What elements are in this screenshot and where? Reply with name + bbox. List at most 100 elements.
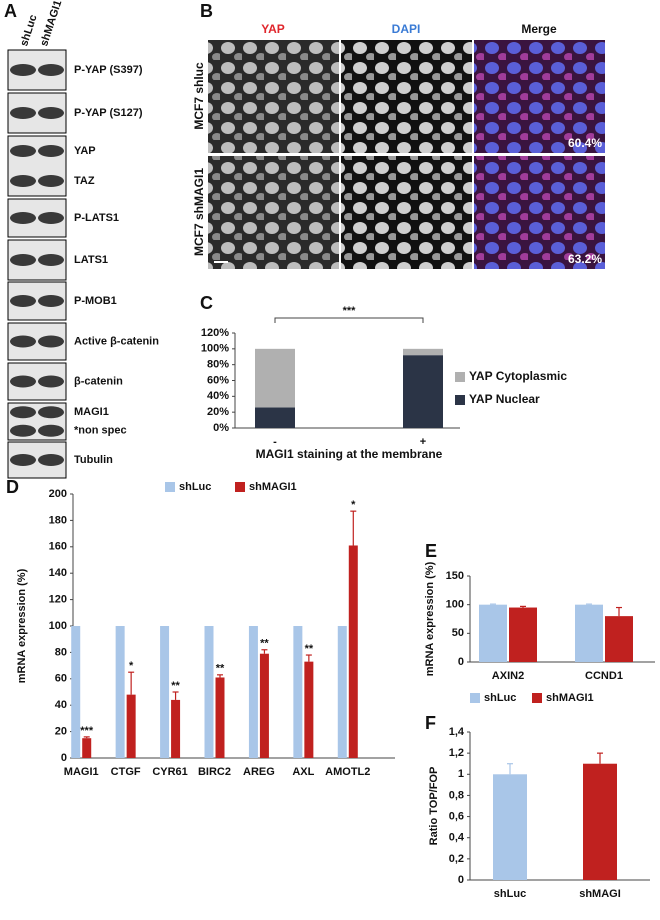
- bar: [509, 607, 537, 662]
- y-tick-label: 100: [446, 599, 464, 611]
- panel-letter: E: [425, 541, 437, 561]
- y-tick-label: 60: [55, 673, 67, 685]
- band: [38, 175, 64, 187]
- bar: [583, 763, 617, 880]
- legend-label: YAP Cytoplasmic: [469, 369, 567, 383]
- band: [38, 212, 64, 224]
- legend-swatch: [235, 482, 245, 492]
- significance: **: [216, 663, 225, 675]
- band: [38, 145, 64, 157]
- band: [38, 107, 64, 119]
- y-tick-label: 120: [49, 594, 67, 606]
- blot-label: P-MOB1: [74, 295, 117, 307]
- y-tick-label: 180: [49, 514, 67, 526]
- panel-letter: A: [4, 1, 17, 21]
- band: [10, 212, 36, 224]
- y-tick-label: 0%: [213, 422, 229, 434]
- x-tick-label: CTGF: [111, 766, 141, 778]
- band: [10, 145, 36, 157]
- bar-segment: [403, 355, 443, 428]
- band: [38, 335, 64, 348]
- x-tick-label: AREG: [243, 766, 275, 778]
- percentage: 60.4%: [568, 136, 602, 150]
- band: [10, 335, 36, 348]
- band: [10, 375, 36, 388]
- legend-swatch: [455, 395, 465, 405]
- bar: [575, 604, 603, 662]
- x-tick-label: AMOTL2: [325, 766, 370, 778]
- blot-label: β-catenin: [74, 375, 123, 387]
- y-tick-label: 150: [446, 570, 464, 582]
- x-tick-label: AXL: [292, 766, 314, 778]
- y-tick-label: 1,2: [449, 747, 464, 759]
- y-axis-label: mRNA expression (%): [16, 568, 28, 683]
- band: [10, 254, 36, 266]
- significance: ***: [80, 725, 94, 737]
- x-tick-label: shMAGI: [579, 888, 621, 900]
- y-tick-label: 0: [458, 656, 464, 668]
- band: [10, 295, 36, 307]
- band: [10, 64, 36, 76]
- x-tick-label: +: [420, 436, 426, 448]
- bar: [126, 694, 136, 758]
- bar: [248, 626, 258, 758]
- bar-segment: [255, 348, 295, 408]
- column-label: DAPI: [392, 22, 421, 36]
- significance: **: [305, 643, 314, 655]
- bar-segment: [255, 407, 295, 428]
- legend-label: shMAGI1: [546, 692, 594, 704]
- legend-swatch: [165, 482, 175, 492]
- blot-box: [7, 135, 67, 197]
- y-tick-label: 1,4: [449, 726, 465, 738]
- band: [38, 375, 64, 388]
- bar: [493, 774, 527, 880]
- legend-swatch: [532, 693, 542, 703]
- y-tick-label: 120%: [201, 327, 229, 339]
- micrograph: [341, 40, 472, 153]
- bar: [82, 738, 92, 758]
- column-label: Merge: [521, 22, 557, 36]
- panel-letter: D: [6, 477, 19, 497]
- legend-swatch: [470, 693, 480, 703]
- x-tick-label: MAGI1: [64, 766, 99, 778]
- micrograph: [341, 156, 472, 269]
- band: [10, 424, 36, 437]
- y-tick-label: 20: [55, 726, 67, 738]
- band: [10, 107, 36, 119]
- band: [10, 454, 36, 466]
- blot-label: Tubulin: [74, 454, 113, 466]
- x-tick-label: -: [273, 436, 277, 448]
- panel-letter: F: [425, 713, 436, 733]
- x-tick-label: shLuc: [494, 888, 526, 900]
- legend-label: shLuc: [179, 481, 211, 493]
- lane-label: shLuc: [18, 13, 39, 48]
- band: [10, 175, 36, 187]
- micrograph: [474, 156, 605, 269]
- y-tick-label: 60%: [207, 374, 229, 386]
- panel-letter: C: [200, 293, 213, 313]
- y-tick-label: 40: [55, 699, 67, 711]
- y-tick-label: 0,8: [449, 789, 464, 801]
- x-tick-label: CYR61: [152, 766, 187, 778]
- lane-label: shMAGI1: [38, 0, 64, 48]
- y-tick-label: 40%: [207, 390, 229, 402]
- bracket: [274, 317, 424, 323]
- micrograph: [208, 40, 339, 153]
- y-axis-label: Ratio TOP/FOP: [428, 767, 440, 846]
- x-tick-label: BIRC2: [198, 766, 231, 778]
- bar: [215, 677, 225, 758]
- significance: *: [129, 660, 134, 672]
- bar: [160, 626, 170, 758]
- band: [38, 295, 64, 307]
- blot-label: P-YAP (S127): [74, 107, 143, 119]
- x-tick-label: AXIN2: [492, 670, 524, 682]
- y-axis-label: mRNA expression (%): [424, 561, 436, 676]
- y-tick-label: 100: [49, 620, 67, 632]
- y-tick-label: 0,6: [449, 810, 464, 822]
- y-tick-label: 80: [55, 646, 67, 658]
- legend-label: shMAGI1: [249, 481, 297, 493]
- bar: [293, 626, 303, 758]
- column-label: YAP: [261, 22, 285, 36]
- y-tick-label: 160: [49, 541, 67, 553]
